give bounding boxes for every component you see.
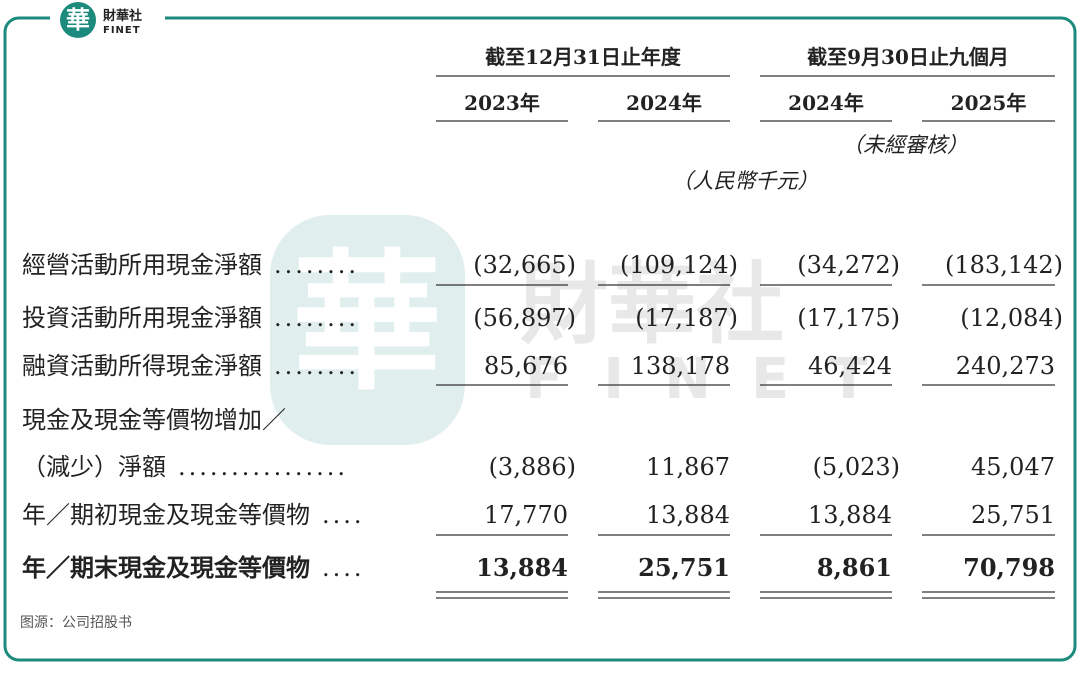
year-header: 2024年: [788, 91, 864, 115]
cell-value: 85,676: [484, 352, 568, 380]
cell-value: (5,023): [813, 453, 900, 481]
row-label: 投資活動所用現金淨額: [22, 304, 262, 332]
unaudited-note: （未經審核）: [842, 133, 968, 157]
cell-value: (12,084): [960, 304, 1063, 332]
cell-value: 70,798: [963, 553, 1055, 582]
group-header: 截至9月30日止九個月: [807, 45, 1009, 69]
cell-value: 45,047: [971, 453, 1055, 481]
logo-badge: [60, 2, 96, 38]
cell-value: 25,751: [638, 553, 730, 582]
watermark-mark: 華: [292, 235, 442, 411]
cell-value: 8,861: [817, 553, 892, 582]
row-label: 融資活動所得現金淨額: [22, 352, 262, 380]
cell-value: (32,665): [473, 251, 576, 279]
watermark-name: 財華社: [520, 253, 784, 356]
group-header: 截至12月31日止年度: [485, 45, 682, 69]
source: 图源：公司招股书: [20, 615, 132, 631]
cell-value: 13,884: [476, 553, 568, 582]
cell-value: (34,272): [797, 251, 900, 279]
logo-name: 財華社: [102, 8, 142, 24]
cell-value: (56,897): [473, 304, 576, 332]
watermark-latin: FINET: [525, 347, 907, 412]
logo: 華 財華社 FINET: [60, 2, 142, 38]
cell-value: (17,175): [797, 304, 900, 332]
cell-value: 138,178: [631, 352, 730, 380]
cell-value: 11,867: [646, 453, 730, 481]
logo-mark: 華: [66, 5, 90, 34]
unit-note: （人民幣千元）: [672, 169, 819, 193]
leader-dots: ........: [274, 352, 359, 380]
row-label: 現金及現金等價物增加／: [22, 406, 286, 434]
leader-dots: ....: [322, 554, 365, 582]
cell-value: (17,187): [635, 304, 738, 332]
cell-value: 46,424: [808, 352, 892, 380]
frame: [3, 16, 1077, 662]
row-label: 年／期初現金及現金等價物: [22, 501, 310, 529]
cell-value: (109,124): [620, 251, 738, 279]
logo-latin: FINET: [103, 25, 141, 36]
cell-value: 17,770: [484, 501, 568, 529]
cell-value: 13,884: [646, 501, 730, 529]
cell-value: (3,886): [489, 453, 576, 481]
row-label: 年／期末現金及現金等價物: [22, 553, 310, 582]
year-header: 2024年: [626, 91, 702, 115]
cell-value: 13,884: [808, 501, 892, 529]
year-header: 2023年: [464, 91, 540, 115]
row-label: 經營活動所用現金淨額: [22, 251, 262, 279]
leader-dots: ....: [322, 501, 365, 529]
leader-dots: ........: [274, 304, 359, 332]
row-label: （減少）淨額: [22, 453, 166, 481]
year-header: 2025年: [951, 91, 1027, 115]
cell-value: 240,273: [956, 352, 1055, 380]
watermark-badge: [270, 215, 465, 445]
leader-dots: ........: [274, 251, 359, 279]
cell-value: 25,751: [971, 501, 1055, 529]
cell-value: (183,142): [945, 251, 1063, 279]
watermark: 華 財華社 FINET: [270, 215, 907, 445]
leader-dots: ................: [178, 453, 348, 481]
